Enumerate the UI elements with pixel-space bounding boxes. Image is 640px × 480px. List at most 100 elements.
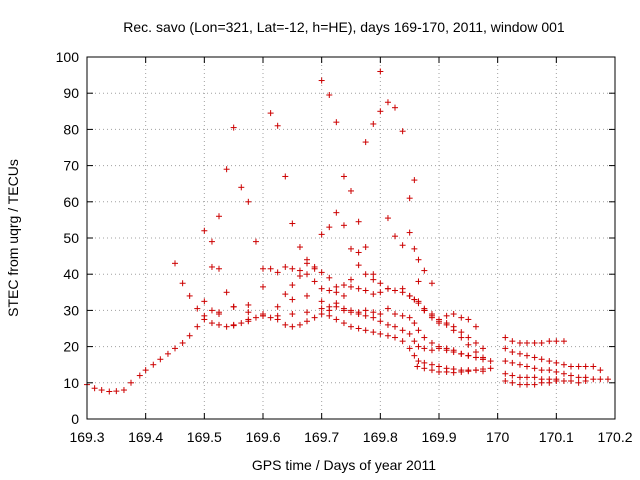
data-point — [560, 377, 567, 384]
x-tick-label: 170.2 — [597, 429, 632, 445]
data-point — [406, 292, 413, 299]
data-point — [406, 195, 413, 202]
data-point — [326, 287, 333, 294]
data-point — [450, 369, 457, 376]
data-point — [553, 377, 560, 384]
data-point — [355, 325, 362, 332]
data-point — [421, 267, 428, 274]
y-tick-label: 30 — [63, 302, 79, 318]
data-point — [531, 374, 538, 381]
data-point — [436, 363, 442, 370]
data-point — [194, 305, 201, 312]
data-point — [546, 338, 553, 345]
data-point — [392, 323, 398, 330]
data-point — [399, 285, 406, 292]
data-point — [421, 334, 428, 341]
data-point — [415, 256, 422, 263]
data-point — [502, 345, 509, 352]
data-point — [516, 350, 523, 357]
data-point — [472, 354, 479, 361]
data-point — [348, 245, 354, 252]
data-point — [208, 307, 215, 314]
data-point — [414, 363, 421, 370]
data-point — [267, 314, 274, 321]
data-point — [384, 99, 391, 106]
data-point — [223, 323, 230, 330]
data-point — [172, 260, 178, 267]
data-point — [128, 379, 134, 386]
data-point — [465, 341, 472, 348]
data-point — [465, 316, 472, 323]
data-point — [340, 222, 347, 229]
data-point — [428, 311, 435, 318]
data-point — [318, 231, 325, 238]
data-point — [370, 120, 377, 127]
data-point — [377, 318, 384, 325]
data-point — [252, 238, 259, 245]
data-point — [568, 363, 574, 370]
data-point — [568, 377, 574, 384]
data-point — [142, 367, 149, 374]
data-point — [282, 321, 289, 328]
data-point — [230, 303, 237, 310]
data-point — [311, 278, 318, 285]
data-point — [362, 139, 369, 146]
data-point — [443, 368, 450, 375]
data-point — [348, 187, 354, 194]
data-point — [406, 345, 413, 352]
data-point — [98, 387, 105, 394]
data-point — [436, 343, 442, 350]
data-point — [245, 198, 252, 205]
data-point — [289, 296, 296, 303]
data-point — [384, 215, 391, 222]
data-point — [318, 285, 325, 292]
data-point — [326, 224, 333, 231]
data-point — [340, 282, 347, 289]
data-point — [157, 356, 164, 363]
data-point — [318, 305, 325, 312]
data-point — [91, 385, 98, 392]
data-point — [333, 289, 340, 296]
data-point — [201, 227, 208, 234]
data-point — [370, 309, 377, 316]
data-point — [487, 358, 494, 365]
data-point — [304, 318, 310, 325]
data-point — [509, 372, 516, 379]
data-point — [238, 320, 245, 327]
data-point — [238, 184, 245, 191]
data-point — [399, 242, 406, 249]
data-point — [553, 359, 560, 366]
data-point — [450, 327, 457, 334]
data-point — [355, 249, 362, 256]
data-point — [436, 316, 442, 323]
data-point — [106, 388, 113, 395]
data-point — [194, 323, 201, 330]
data-point — [472, 339, 479, 346]
data-point — [355, 218, 362, 225]
data-point — [531, 354, 538, 361]
data-point — [509, 379, 516, 386]
data-point — [377, 68, 384, 75]
data-point — [458, 329, 465, 336]
y-axis-label: STEC from uqrg / TECUs — [5, 159, 21, 317]
x-tick-label: 169.4 — [128, 429, 163, 445]
data-point — [411, 245, 418, 252]
data-point — [553, 338, 560, 345]
data-point — [252, 314, 259, 321]
data-point — [415, 358, 422, 365]
data-point — [282, 173, 289, 180]
y-tick-label: 50 — [63, 230, 79, 246]
y-tick-label: 100 — [56, 49, 80, 65]
y-tick-label: 10 — [63, 375, 79, 391]
data-point — [348, 307, 354, 314]
data-point — [472, 349, 479, 356]
data-point — [362, 244, 369, 251]
data-point — [392, 311, 398, 318]
y-tick-label: 80 — [63, 121, 79, 137]
data-point — [553, 368, 560, 375]
data-point — [411, 352, 418, 359]
data-point — [575, 379, 582, 386]
data-point — [443, 321, 450, 328]
data-point — [245, 309, 252, 316]
